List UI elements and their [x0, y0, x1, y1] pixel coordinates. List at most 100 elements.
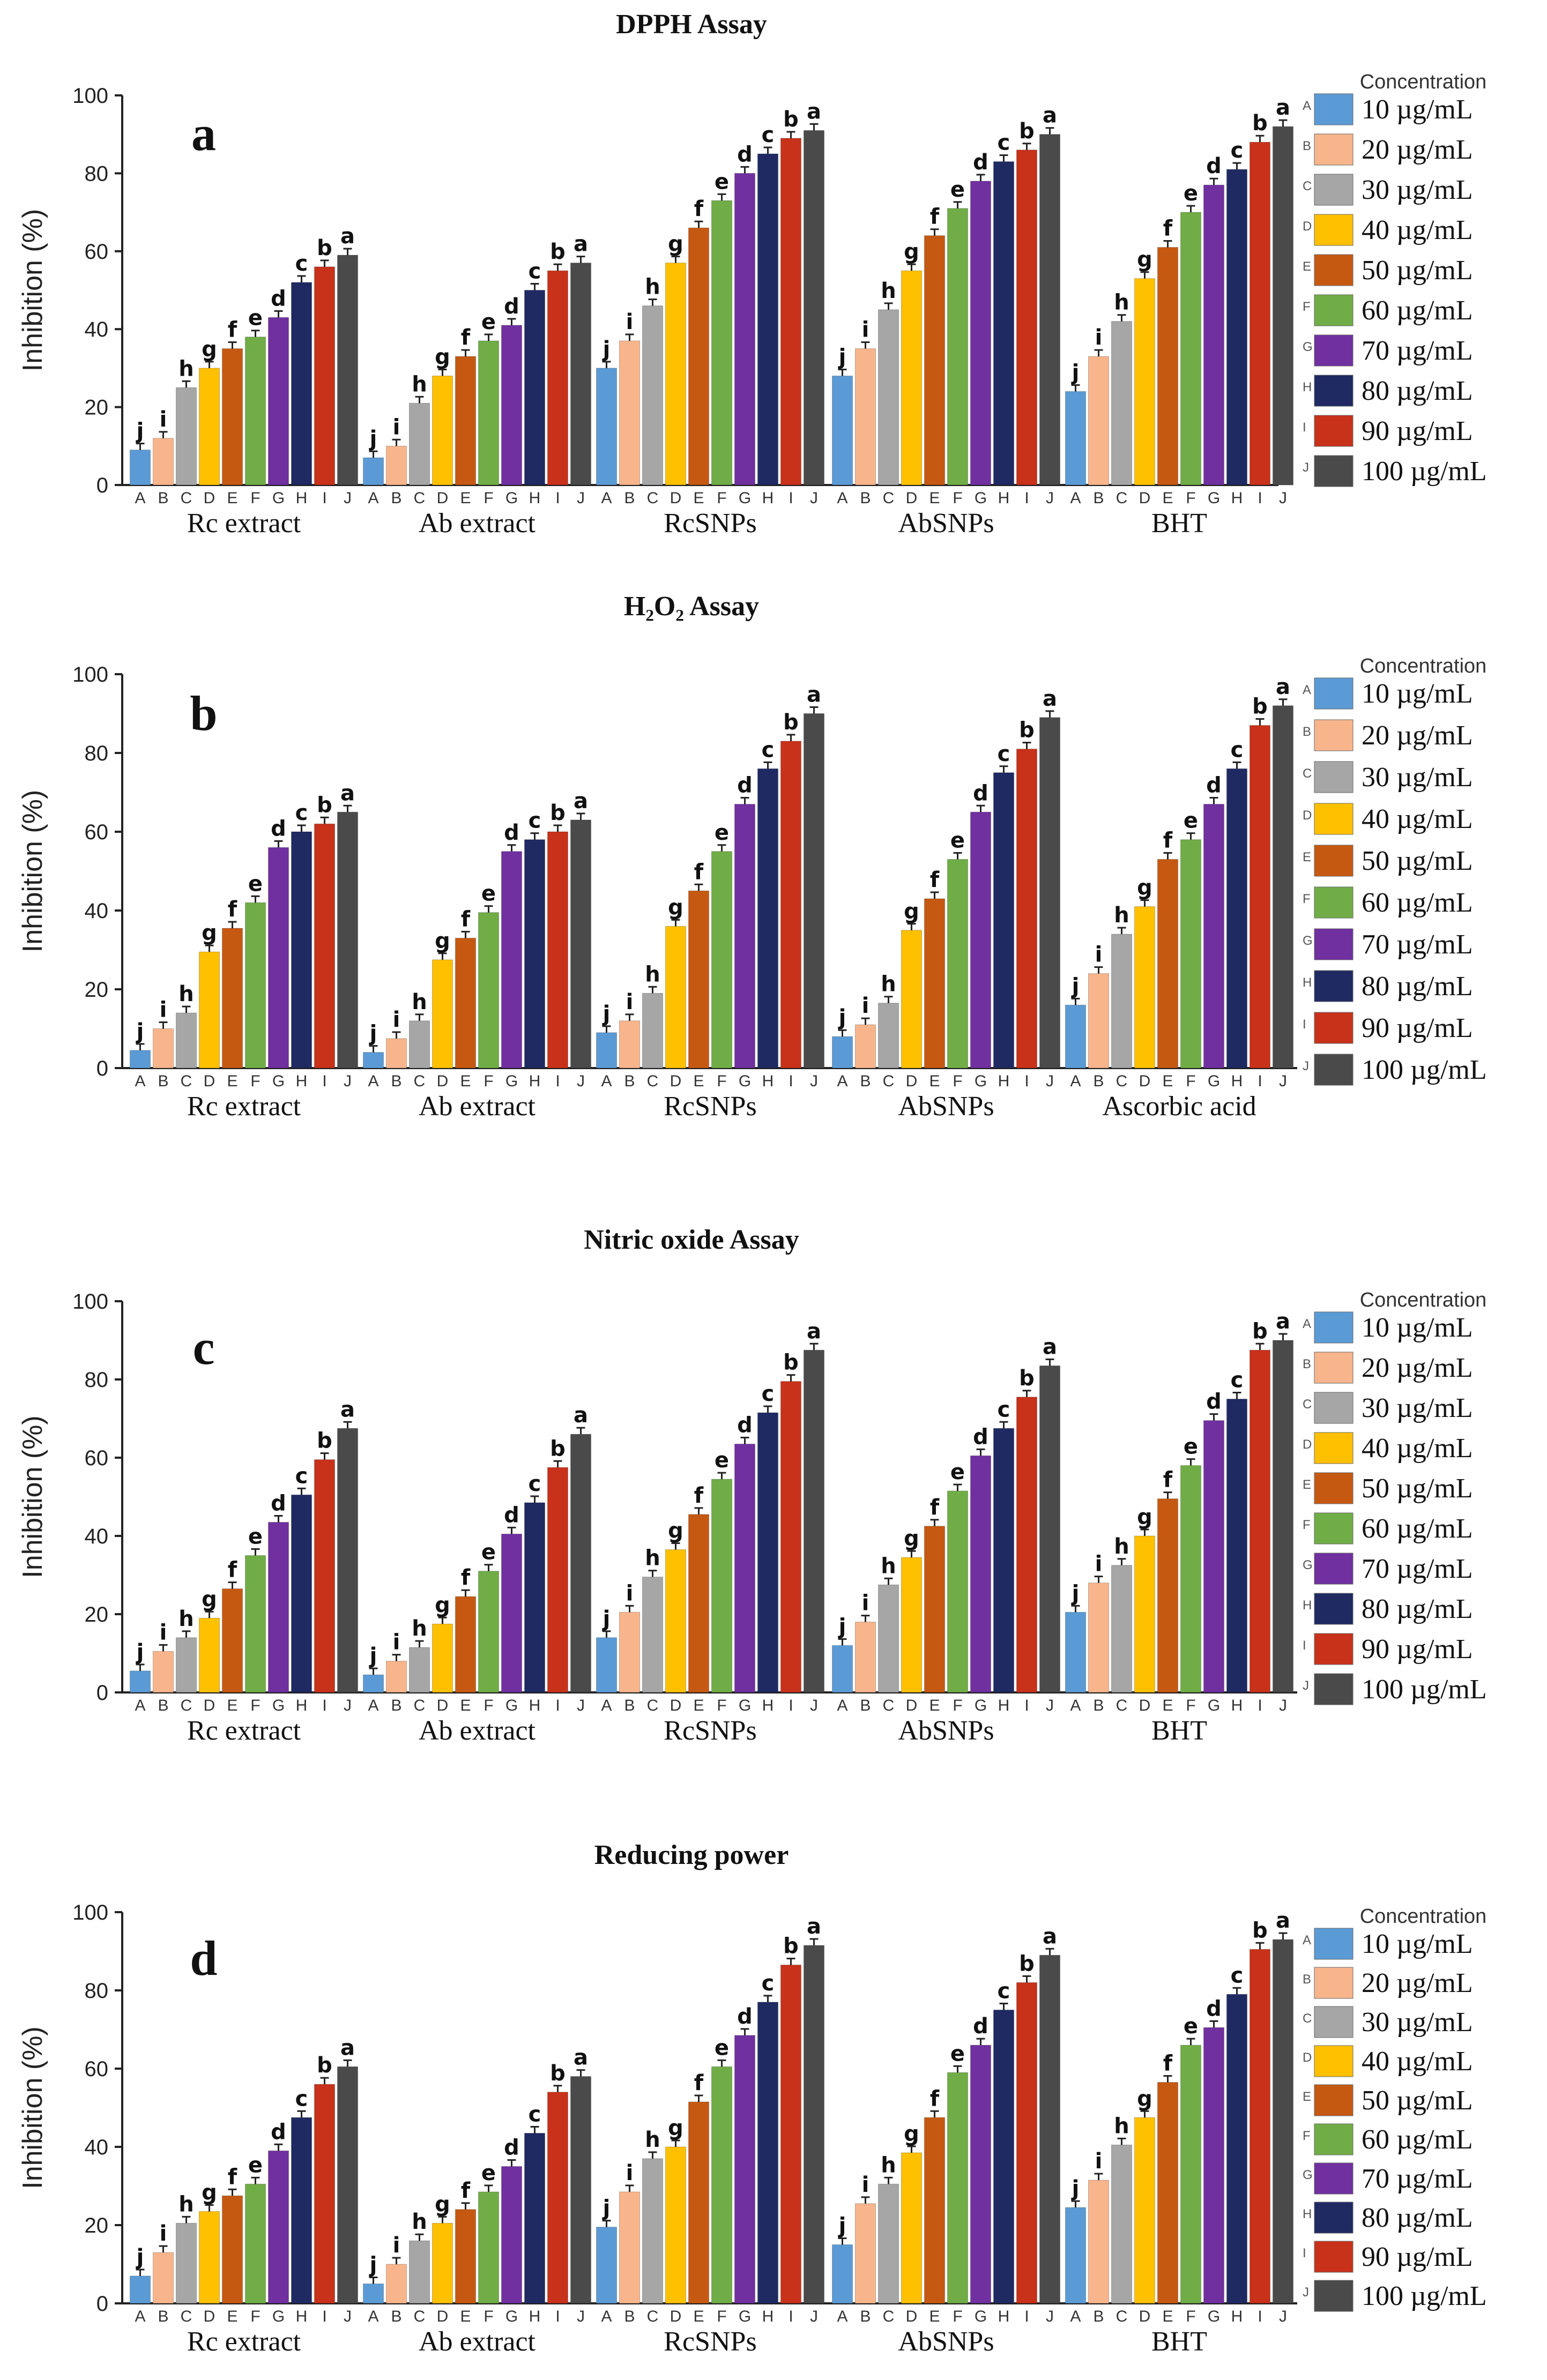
significance-letter: f [461, 907, 471, 931]
category-label: D [1139, 489, 1151, 507]
significance-letter: a [1276, 95, 1290, 120]
bar [619, 1611, 640, 1693]
significance-letter: h [881, 2153, 896, 2177]
category-label: G [1208, 1072, 1220, 1090]
significance-letter: i [1095, 1552, 1103, 1577]
category-label: H [296, 1072, 308, 1090]
legend: Concentration A 10 µg/mL B 20 µg/mL C 30 µg/mL… [1303, 1905, 1487, 2312]
bar [1088, 973, 1109, 1069]
bar [314, 1459, 335, 1693]
category-label: I [1258, 1072, 1262, 1090]
significance-letter: i [862, 1591, 869, 1616]
bar [804, 713, 824, 1069]
significance-letter: f [930, 868, 940, 892]
bar [1203, 2027, 1224, 2304]
bar [222, 348, 243, 486]
category-label: B [391, 1072, 401, 1090]
category-label: B [860, 1697, 871, 1714]
significance-letter: e [1184, 2014, 1198, 2039]
significance-letter: b [1019, 718, 1035, 743]
significance-letter: b [783, 710, 799, 735]
significance-letter: d [973, 781, 988, 805]
group-label: BHT [1151, 508, 1207, 539]
bar [688, 890, 709, 1069]
bar [970, 1455, 991, 1693]
significance-letter: e [248, 306, 263, 331]
category-label: A [1070, 1072, 1081, 1090]
bar [734, 1443, 755, 1693]
y-axis-label: Inhibition (%) [17, 1415, 48, 1578]
y-tick-label: 100 [72, 84, 108, 108]
significance-letter: d [504, 294, 519, 319]
category-label: C [1116, 489, 1128, 507]
bar [386, 1661, 407, 1693]
bar [570, 819, 591, 1069]
significance-letter: a [1043, 1924, 1057, 1949]
bar [153, 1028, 174, 1069]
bar [363, 1052, 384, 1069]
y-tick-label: 100 [72, 1901, 108, 1924]
category-label: E [1162, 1072, 1173, 1090]
significance-letter: e [1184, 809, 1198, 833]
category-label: C [883, 489, 895, 507]
bar [386, 2264, 407, 2304]
significance-letter: g [202, 337, 217, 362]
bar [130, 450, 151, 486]
legend-label: 70 µg/mL [1362, 929, 1473, 960]
significance-letter: e [481, 1540, 496, 1565]
significance-letter: d [973, 2014, 988, 2039]
category-label: D [906, 489, 918, 507]
bar [855, 1622, 876, 1693]
legend-key-letter: H [1303, 1598, 1312, 1613]
bar [596, 2227, 617, 2304]
bar [1111, 934, 1132, 1069]
significance-letter: a [807, 99, 821, 124]
bar [780, 1381, 801, 1693]
category-label: E [929, 489, 940, 507]
legend-label: 40 µg/mL [1362, 2046, 1473, 2077]
legend-label: 100 µg/mL [1362, 2281, 1487, 2311]
bar [642, 305, 663, 486]
category-label: A [601, 489, 612, 507]
legend-swatch [1314, 254, 1353, 286]
legend-label: 40 µg/mL [1362, 215, 1473, 245]
bar [524, 1502, 545, 1693]
group-label: RcSNPs [664, 508, 756, 539]
y-tick-label: 80 [85, 1979, 109, 2003]
bar [524, 290, 545, 486]
significance-letter: d [504, 820, 519, 845]
significance-letter: j [838, 345, 846, 369]
significance-letter: j [1071, 974, 1080, 998]
bar [222, 2195, 243, 2304]
y-tick-label: 60 [85, 2057, 109, 2081]
significance-letter: e [715, 820, 729, 845]
category-label: I [789, 489, 793, 507]
bar [570, 2076, 591, 2304]
significance-letter: c [1231, 138, 1244, 163]
bar [386, 1038, 407, 1069]
bar [268, 1521, 289, 1693]
legend-swatch [1314, 2280, 1353, 2312]
category-label: C [647, 1072, 659, 1090]
legend-swatch [1314, 93, 1353, 125]
significance-letter: b [783, 1351, 799, 1375]
category-label: D [204, 489, 215, 507]
significance-letter: f [1163, 1468, 1173, 1493]
category-label: I [555, 489, 560, 507]
legend-label: 100 µg/mL [1362, 1055, 1487, 1085]
significance-letter: i [393, 415, 400, 439]
y-tick-label: 20 [85, 978, 109, 1002]
bar [478, 1571, 499, 1693]
category-label: D [1139, 1072, 1151, 1090]
significance-letter: c [1231, 1368, 1244, 1393]
significance-letter: d [504, 2136, 519, 2160]
category-label: D [906, 1072, 918, 1090]
y-tick-label: 20 [85, 2214, 109, 2237]
category-label: J [577, 489, 585, 507]
y-axis-label: Inhibition (%) [17, 209, 48, 371]
category-label: A [837, 489, 847, 507]
bar [642, 1577, 663, 1693]
significance-letter: b [1252, 695, 1268, 719]
significance-letter: h [412, 1616, 427, 1641]
significance-letter: b [1019, 1951, 1035, 1976]
